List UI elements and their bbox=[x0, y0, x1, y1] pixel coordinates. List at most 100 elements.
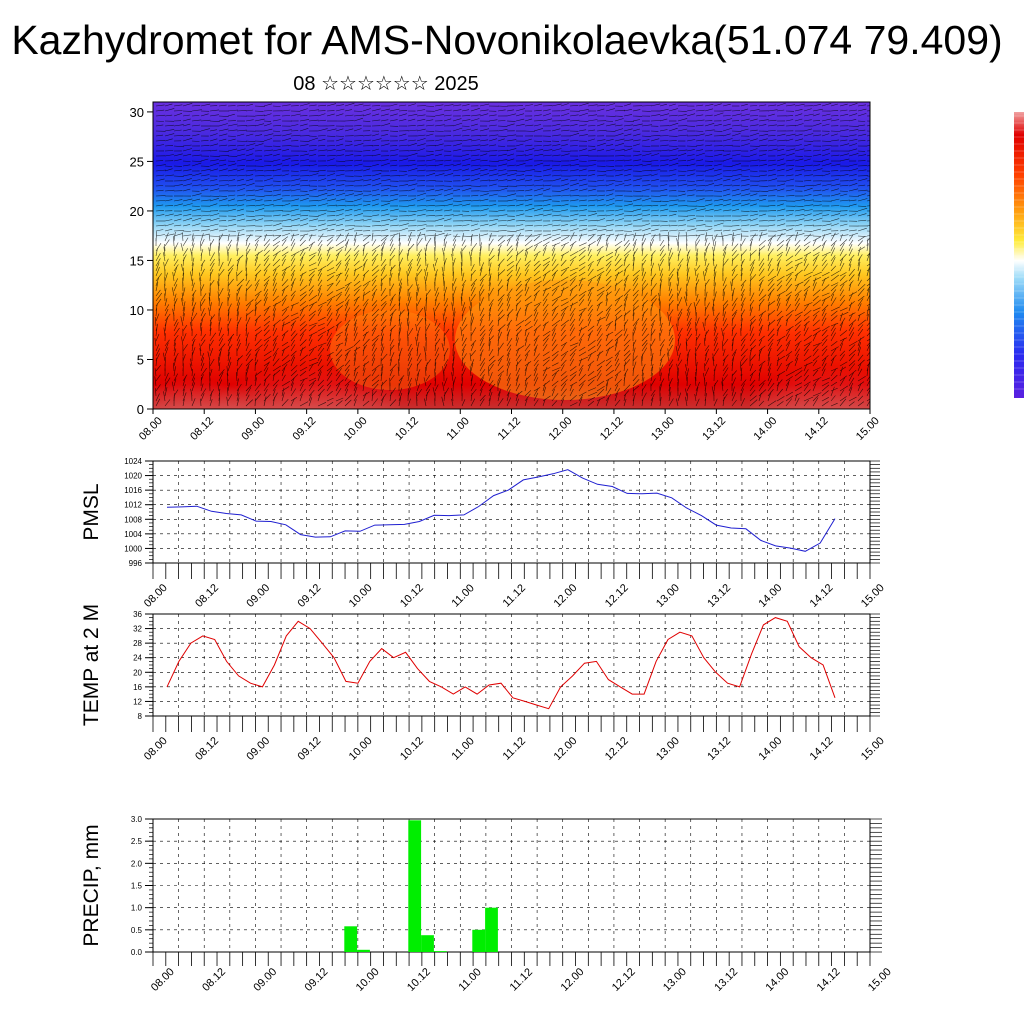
wind-barb bbox=[857, 279, 862, 287]
wind-barb bbox=[713, 266, 716, 277]
wind-barb bbox=[785, 153, 795, 157]
wind-barb bbox=[497, 294, 505, 302]
wind-barb bbox=[326, 155, 336, 157]
wind-barb bbox=[281, 367, 286, 377]
wind-barb bbox=[685, 364, 688, 372]
wind-barb bbox=[353, 253, 359, 262]
wind-barb bbox=[695, 273, 699, 282]
wind-barb bbox=[335, 368, 342, 377]
wind-barb bbox=[623, 239, 630, 247]
wind-barb bbox=[866, 358, 870, 362]
wind-barb bbox=[389, 130, 399, 132]
wind-barb bbox=[569, 394, 577, 402]
wind-barb bbox=[299, 153, 309, 157]
wind-barb bbox=[263, 230, 273, 232]
wind-barb bbox=[299, 128, 309, 132]
wind-barb bbox=[451, 302, 454, 312]
wind-barb bbox=[236, 229, 245, 232]
wind-barb bbox=[821, 173, 831, 177]
wind-barb bbox=[371, 105, 381, 107]
wind-barb bbox=[542, 113, 551, 117]
wind-barb bbox=[191, 109, 202, 112]
wind-barb bbox=[569, 232, 575, 242]
wind-barb bbox=[451, 391, 454, 402]
wind-barb bbox=[236, 231, 240, 242]
wind-barb bbox=[830, 103, 838, 107]
wind-barb bbox=[659, 103, 667, 107]
wind-barb bbox=[596, 218, 605, 222]
wind-barb bbox=[641, 197, 652, 202]
wind-barb bbox=[389, 149, 399, 152]
wind-barb bbox=[200, 229, 210, 232]
wind-barb bbox=[470, 313, 474, 322]
wind-barb bbox=[803, 275, 812, 282]
wind-barb bbox=[650, 302, 654, 312]
wind-barb bbox=[164, 372, 169, 382]
wind-barb bbox=[155, 210, 164, 212]
wind-barb bbox=[803, 389, 811, 397]
wind-barb bbox=[299, 300, 307, 307]
wind-barb bbox=[362, 325, 369, 332]
wind-barb bbox=[236, 383, 242, 392]
wind-barb bbox=[731, 189, 740, 192]
wind-barb bbox=[551, 354, 559, 362]
wind-barb bbox=[614, 341, 618, 352]
wind-barb bbox=[245, 342, 250, 352]
wind-barb bbox=[398, 158, 409, 162]
wind-barb bbox=[641, 145, 651, 147]
wind-barb bbox=[551, 134, 561, 137]
wind-barb bbox=[362, 165, 372, 167]
wind-barb bbox=[263, 296, 268, 307]
wind-barb bbox=[776, 290, 786, 297]
wind-barb bbox=[181, 263, 184, 272]
wind-barb bbox=[830, 348, 837, 357]
wind-barb bbox=[398, 144, 409, 147]
wind-barb bbox=[299, 361, 306, 367]
wind-barb bbox=[299, 346, 306, 352]
wind-barb bbox=[317, 240, 323, 247]
wind-barb bbox=[200, 225, 210, 227]
wind-barb bbox=[560, 342, 567, 352]
wind-barb bbox=[353, 244, 359, 252]
wind-barb bbox=[470, 264, 475, 272]
wind-barb bbox=[578, 358, 583, 367]
wind-barb bbox=[785, 314, 793, 322]
wind-barb bbox=[830, 233, 839, 237]
wind-barb bbox=[380, 195, 389, 197]
wind-barb bbox=[218, 229, 228, 232]
wind-barb bbox=[470, 178, 480, 182]
wind-barb bbox=[596, 267, 604, 272]
wind-barb bbox=[272, 235, 281, 237]
wind-barb bbox=[263, 373, 271, 382]
wind-barb bbox=[641, 372, 644, 382]
wind-barb bbox=[326, 338, 332, 347]
wind-barb bbox=[209, 279, 215, 287]
wind-barb bbox=[812, 212, 823, 217]
wind-barb bbox=[416, 205, 427, 207]
wind-barb bbox=[794, 269, 803, 277]
wind-barb bbox=[587, 391, 598, 397]
wind-barb bbox=[650, 356, 653, 367]
wind-barb bbox=[749, 193, 758, 197]
wind-barb bbox=[452, 122, 463, 127]
wind-barb bbox=[416, 180, 426, 182]
wind-barb bbox=[659, 268, 663, 277]
wind-barb bbox=[443, 218, 452, 222]
wind-barb bbox=[803, 381, 811, 387]
wind-barb bbox=[524, 233, 533, 242]
wind-barb bbox=[803, 174, 813, 177]
wind-barb bbox=[397, 366, 400, 377]
wind-barb bbox=[218, 175, 228, 177]
wind-barb bbox=[866, 180, 870, 182]
wind-barb bbox=[677, 297, 683, 307]
wind-barb bbox=[578, 242, 587, 247]
wind-barb bbox=[317, 354, 322, 362]
wind-barb bbox=[623, 398, 627, 407]
wind-barb bbox=[254, 398, 256, 407]
wind-barb bbox=[686, 194, 695, 197]
wind-barb bbox=[254, 263, 261, 272]
wind-barb bbox=[830, 247, 836, 257]
wind-barb bbox=[245, 194, 256, 197]
wind-barb bbox=[488, 233, 492, 242]
wind-barb bbox=[830, 289, 837, 297]
